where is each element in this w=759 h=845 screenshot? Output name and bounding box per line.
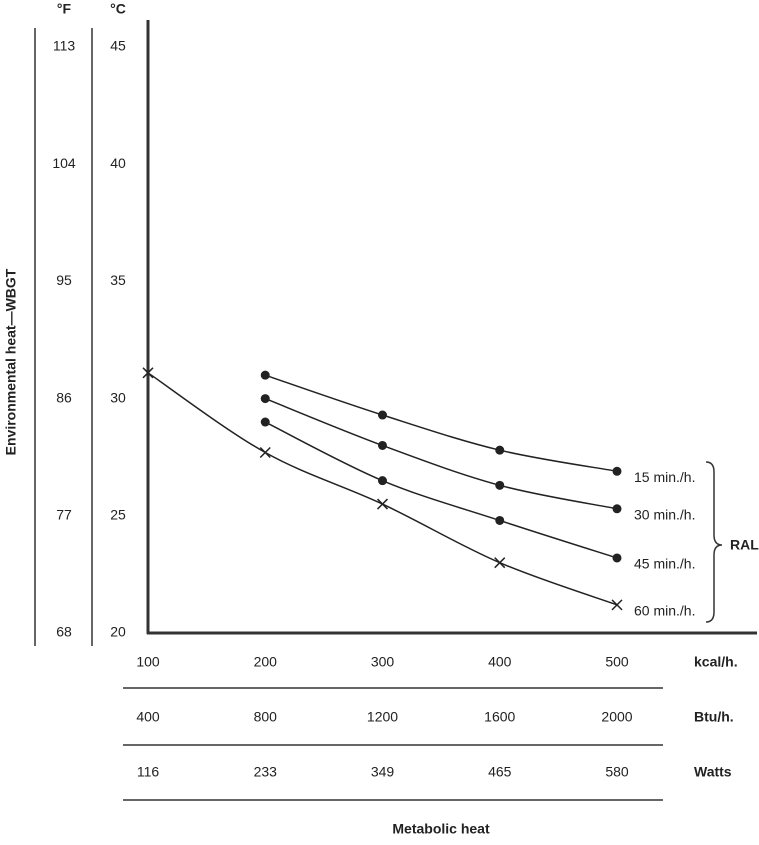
x-tick-label: 500: [605, 654, 629, 670]
dot-marker: [495, 445, 505, 455]
y2-unit: °F: [57, 1, 72, 17]
series-label: 30 min./h.: [634, 506, 695, 522]
x-tick-label: 1600: [484, 709, 515, 725]
x-unit: kcal/h.: [694, 654, 738, 670]
y-axis-title: Environmental heat—WBGT: [3, 268, 19, 455]
dot-marker: [378, 410, 387, 420]
group-brace: [705, 461, 723, 623]
dot-marker: [612, 466, 622, 476]
x-unit: Watts: [694, 764, 732, 780]
dot-marker: [612, 553, 622, 563]
x-marker: [611, 599, 623, 611]
x-tick-label: 100: [136, 654, 160, 670]
dot-marker: [260, 417, 270, 427]
x-tick-label: 200: [254, 654, 278, 670]
y-tick-label: 40: [110, 155, 126, 171]
y-unit: °C: [110, 1, 126, 17]
x-tick-label: 2000: [601, 709, 632, 725]
x-tick-label: 465: [488, 764, 512, 780]
series-label: 60 min./h.: [634, 603, 695, 619]
x-tick-label: 300: [371, 654, 395, 670]
group-label: RAL: [730, 537, 759, 553]
dot-marker: [612, 504, 622, 514]
x-marker: [259, 446, 271, 459]
x-marker: [376, 498, 389, 510]
x-tick-label: 580: [605, 764, 629, 780]
x-axis-title: Metabolic heat: [392, 821, 490, 837]
x-tick-label: 349: [371, 764, 395, 780]
series-line: [264, 397, 618, 510]
dot-marker: [260, 370, 270, 380]
dot-marker: [495, 515, 505, 525]
x-marker: [142, 367, 154, 379]
series-line: [147, 372, 618, 606]
y-tick-label: 30: [110, 389, 126, 405]
x-tick-label: 233: [254, 764, 278, 780]
y2-tick-label: 104: [52, 155, 76, 171]
x-tick-label: 800: [254, 709, 278, 725]
series-label: 15 min./h.: [634, 469, 695, 485]
series-label: 45 min./h.: [634, 556, 695, 572]
series-line: [264, 421, 618, 559]
dot-marker: [378, 476, 387, 486]
y2-tick-label: 68: [56, 624, 72, 640]
x-tick-label: 400: [136, 709, 160, 725]
y2-tick-label: 95: [56, 272, 72, 288]
x-tick-label: 1200: [367, 709, 398, 725]
x-tick-label: 116: [137, 764, 160, 780]
y2-tick-label: 113: [53, 38, 76, 54]
y2-tick-label: 86: [56, 389, 72, 405]
dot-marker: [495, 480, 505, 490]
y-tick-label: 20: [110, 624, 126, 640]
y-tick-label: 35: [110, 272, 126, 288]
dot-marker: [260, 394, 270, 404]
x-tick-label: 400: [488, 654, 512, 670]
y-tick-label: 25: [110, 507, 126, 523]
y2-tick-label: 77: [56, 507, 72, 523]
y-tick-label: 45: [110, 38, 126, 54]
x-unit: Btu/h.: [694, 709, 734, 725]
dot-marker: [378, 440, 387, 450]
x-marker: [494, 557, 506, 569]
series-line: [265, 374, 618, 473]
